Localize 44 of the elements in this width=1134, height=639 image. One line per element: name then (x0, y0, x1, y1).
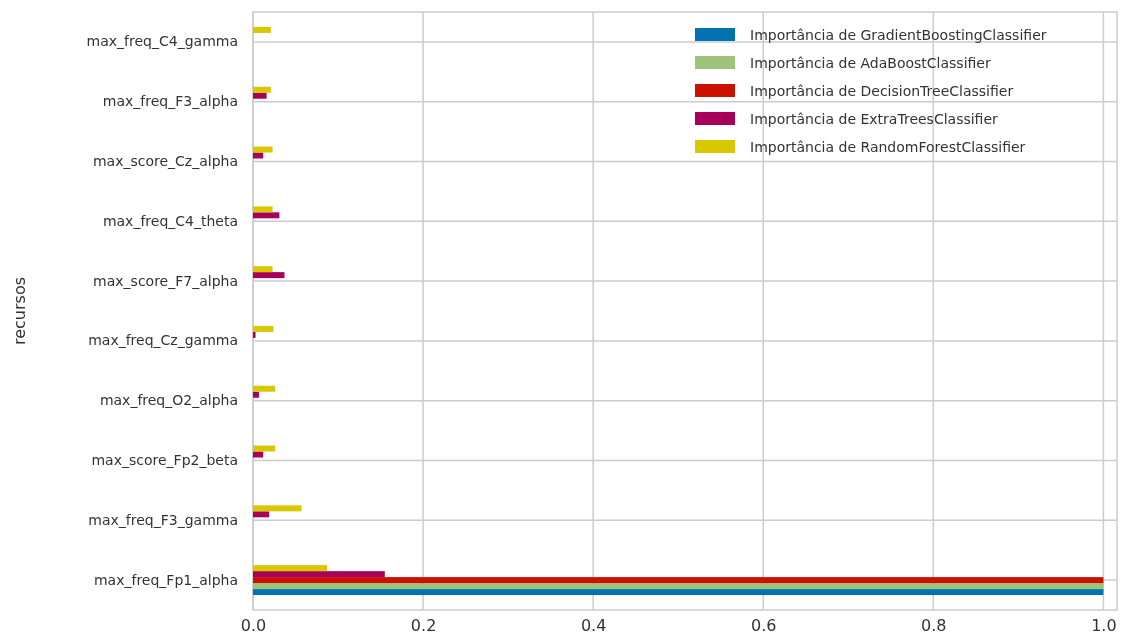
y-tick-label: max_freq_Cz_gamma (88, 332, 238, 349)
bar (253, 152, 264, 159)
legend-label: Importância de ExtraTreesClassifier (750, 111, 999, 127)
bar (253, 26, 271, 33)
bar (253, 86, 271, 93)
y-axis-title: recursos (10, 276, 29, 346)
x-tick-label: 0.8 (921, 616, 947, 636)
bar (253, 451, 264, 458)
bar (253, 571, 385, 578)
bar (253, 212, 280, 219)
bar (253, 565, 327, 572)
legend-label: Importância de AdaBoostClassifier (750, 55, 991, 71)
bar (253, 391, 259, 398)
x-tick-label: 0.0 (240, 616, 267, 636)
y-tick-label: max_freq_C4_theta (102, 212, 238, 229)
y-tick-label: max_score_Cz_alpha (92, 152, 238, 169)
bar (253, 325, 274, 332)
bar (253, 505, 302, 512)
bar (253, 331, 256, 338)
x-tick-label: 0.6 (751, 616, 777, 636)
bar (253, 385, 276, 392)
x-tick-label: 1.0 (1091, 616, 1117, 636)
legend-label: Importância de RandomForestClassifier (750, 139, 1026, 155)
bar (253, 511, 270, 518)
y-tick-label: max_freq_F3_gamma (88, 511, 238, 528)
bar (253, 266, 273, 273)
y-tick-label: max_freq_C4_gamma (86, 33, 238, 50)
bar (253, 577, 1104, 584)
bar (253, 583, 1104, 590)
x-tick-label: 0.2 (410, 616, 437, 636)
y-tick-label: max_freq_F3_alpha (102, 93, 238, 110)
bar (253, 272, 285, 279)
y-tick-label: max_freq_Fp1_alpha (93, 571, 238, 588)
y-tick-label: max_freq_O2_alpha (99, 392, 238, 409)
y-tick-label: max_score_F7_alpha (93, 272, 238, 289)
y-tick-label: max_score_Fp2_beta (91, 451, 238, 468)
legend-label: Importância de DecisionTreeClassifier (750, 83, 1014, 99)
bar (253, 589, 1104, 596)
legend-label: Importância de GradientBoostingClassifier (750, 27, 1047, 43)
bar (253, 445, 276, 452)
bar (253, 146, 273, 153)
x-tick-label: 0.4 (580, 616, 607, 636)
bar (253, 92, 267, 99)
bar (253, 206, 273, 213)
